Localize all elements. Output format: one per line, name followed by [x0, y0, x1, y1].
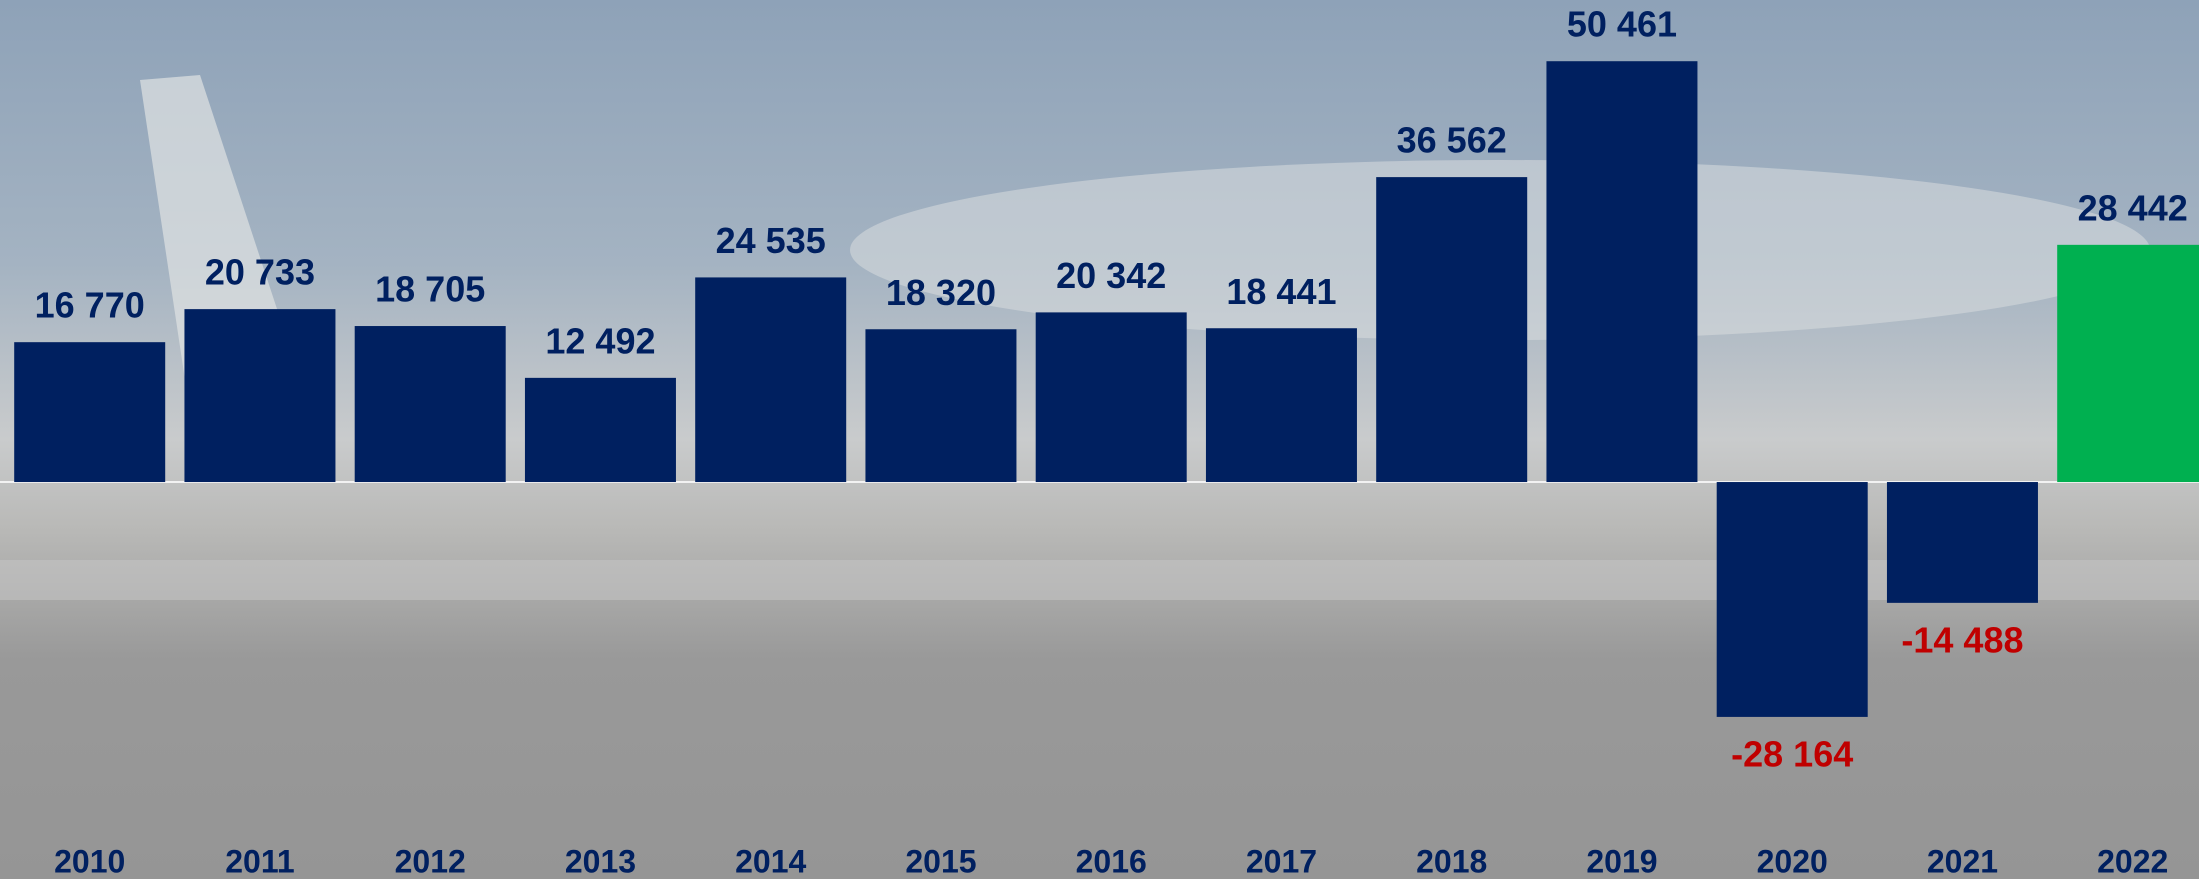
bar: [184, 309, 336, 483]
value-label: 18 705: [375, 269, 485, 310]
x-tick-label: 2014: [735, 843, 806, 879]
value-label: 18 441: [1226, 271, 1336, 312]
bar: [865, 329, 1017, 483]
x-tick-label: 2020: [1757, 843, 1828, 879]
value-label: 20 733: [205, 252, 315, 293]
x-tick-label: 2013: [565, 843, 636, 879]
x-tick-label: 2015: [905, 843, 976, 879]
bar: [1035, 312, 1187, 483]
value-label: 36 562: [1397, 120, 1507, 161]
plot: 16 770 2010 20 733 2011 18 705 2012 12 492 2013…: [0, 4, 2199, 879]
x-tick-label: 2017: [1246, 843, 1317, 879]
value-label: -14 488: [1901, 619, 2023, 660]
x-tick-label: 2019: [1586, 843, 1657, 879]
x-tick-label: 2012: [395, 843, 466, 879]
value-label: 24 535: [716, 220, 826, 261]
x-tick-label: 2016: [1076, 843, 1147, 879]
bar: [1205, 328, 1357, 483]
bar: [1716, 482, 1868, 717]
value-label: 20 342: [1056, 255, 1166, 296]
x-tick-label: 2018: [1416, 843, 1487, 879]
runway-shape: [0, 560, 2199, 600]
value-label: 16 770: [35, 285, 145, 326]
x-tick-label: 2022: [2097, 843, 2168, 879]
bar: [2057, 244, 2199, 483]
x-tick-label: 2021: [1927, 843, 1998, 879]
bar: [1546, 61, 1698, 483]
x-tick-label: 2010: [54, 843, 125, 879]
bar: [14, 342, 166, 483]
bar: [1376, 177, 1528, 483]
value-label: 12 492: [545, 320, 655, 361]
bar: [354, 326, 506, 483]
x-tick-label: 2011: [225, 843, 294, 879]
bar: [524, 377, 676, 483]
bar: [1886, 482, 2038, 603]
value-label: 50 461: [1567, 4, 1677, 45]
value-label: -28 164: [1731, 733, 1853, 774]
bar: [695, 277, 847, 483]
value-label: 28 442: [2078, 187, 2188, 228]
value-label: 18 320: [886, 272, 996, 313]
